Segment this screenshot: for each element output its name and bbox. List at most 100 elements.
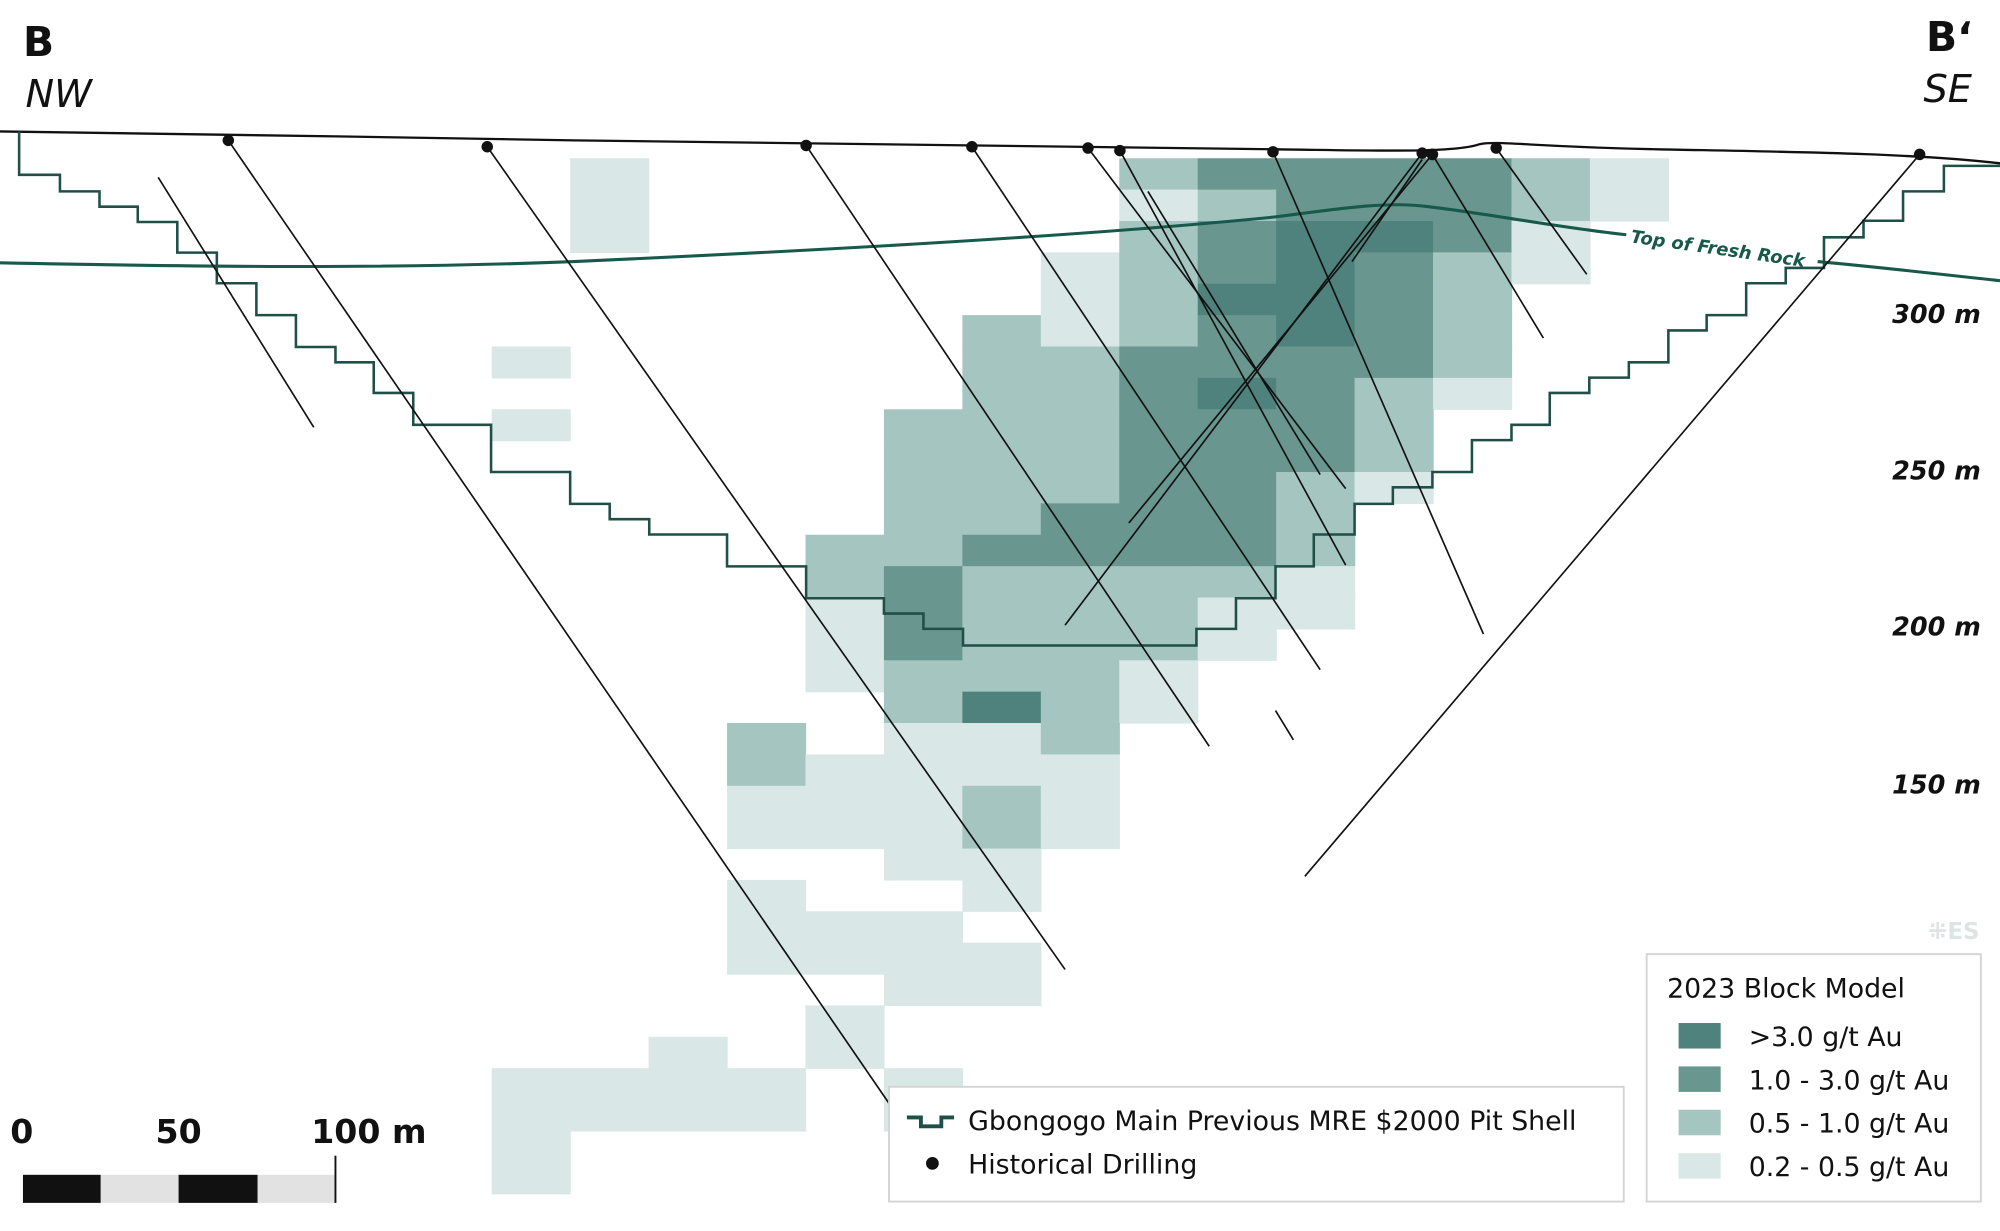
grade-block (1119, 315, 1199, 348)
grade-block (570, 158, 650, 191)
grade-block (962, 723, 1042, 756)
grade-block (727, 1099, 807, 1132)
grade-block (648, 1099, 728, 1132)
grade-block (1276, 189, 1356, 222)
grade-block (962, 534, 1042, 567)
legend-label: 0.2 - 0.5 g/t Au (1749, 1152, 1950, 1183)
grade-block (1197, 534, 1277, 567)
grade-block (962, 472, 1042, 505)
grade-block (1197, 503, 1277, 536)
fresh-rock-label: Top of Fresh Rock (1629, 227, 1807, 272)
grade-block (1276, 315, 1356, 348)
grade-block (1119, 377, 1199, 410)
grade-block (962, 377, 1042, 410)
scale-tick-100: 100 m (311, 1112, 426, 1151)
grade-block (1197, 220, 1277, 253)
grade-block (1276, 472, 1356, 505)
grade-block (883, 409, 964, 442)
watermark: ⁜ES (1928, 919, 1979, 945)
grade-block (883, 848, 964, 881)
grade-block (1276, 503, 1356, 536)
grade-block (805, 911, 885, 944)
grade-block (1354, 346, 1434, 379)
grade-block (1040, 691, 1120, 724)
grade-block (648, 1068, 728, 1101)
grade-block (805, 942, 885, 975)
elevation-label-150: 150 m (1892, 770, 1981, 800)
block-model-legend: 2023 Block Model >3.0 g/t Au 1.0 - 3.0 g/… (1645, 953, 1982, 1203)
grade-block (805, 660, 885, 693)
grade-block (883, 534, 964, 567)
grade-block (1276, 283, 1356, 316)
drill-collar-legend-icon (926, 1156, 939, 1170)
grade-block (883, 472, 964, 505)
grade-block (1197, 472, 1277, 505)
drill-trace (1147, 190, 1321, 475)
grade-block (727, 785, 807, 818)
grade-block (1040, 315, 1120, 348)
grade-block (1276, 346, 1356, 379)
grade-block (962, 848, 1042, 881)
grade-block (962, 346, 1042, 379)
legend-swatch (1678, 1066, 1721, 1092)
grade-block (1119, 597, 1199, 630)
grade-block (1433, 377, 1513, 410)
fresh-rock-line (0, 203, 2000, 283)
grade-block (1040, 817, 1120, 850)
grade-block (962, 691, 1042, 724)
grade-block (1589, 158, 1670, 191)
scale-tick-50: 50 (156, 1112, 202, 1151)
grade-block (1276, 409, 1356, 442)
grade-block (883, 754, 964, 787)
grade-block (962, 660, 1042, 693)
grade-block (1433, 315, 1513, 348)
grade-block (1276, 377, 1356, 410)
drill-trace (1087, 147, 1347, 490)
section-left-label: B (23, 18, 54, 66)
drill-trace (1304, 153, 1921, 877)
drill-collar (1416, 147, 1428, 159)
drill-collar (481, 141, 493, 153)
grade-block (962, 942, 1042, 975)
grade-block (491, 1068, 571, 1101)
grade-block (1354, 283, 1434, 316)
grade-block (883, 911, 964, 944)
grade-block (1119, 691, 1199, 724)
grade-block (1119, 660, 1199, 693)
grade-block (962, 754, 1042, 787)
grade-block (1197, 628, 1277, 661)
scale-tick-0: 0 (10, 1112, 33, 1151)
drill-trace (1064, 152, 1423, 626)
grade-block (727, 754, 807, 787)
drill-trace (1128, 153, 1434, 524)
grade-block (1040, 723, 1120, 756)
grade-block (727, 942, 807, 975)
grade-block (1197, 440, 1277, 473)
grade-block (1354, 409, 1434, 442)
topography-line (0, 130, 2000, 165)
grade-block (1354, 377, 1434, 410)
grade-block (1276, 534, 1356, 567)
drill-collar (1490, 142, 1502, 154)
grade-block (1433, 220, 1513, 253)
drill-trace (1274, 710, 1295, 741)
grade-block (1119, 566, 1199, 599)
grade-block (1354, 315, 1434, 348)
grade-block (1119, 472, 1199, 505)
grade-block (1589, 189, 1670, 222)
elevation-label-300: 300 m (1892, 300, 1981, 330)
grade-block (1040, 252, 1120, 285)
grade-block (883, 566, 964, 599)
grade-block (805, 785, 885, 818)
grade-block (1040, 346, 1120, 379)
drill-collar (1114, 144, 1126, 157)
grade-block (1197, 315, 1277, 348)
grade-block (1119, 158, 1199, 191)
drill-collar (800, 139, 812, 152)
grade-block (570, 189, 650, 222)
grade-block (1354, 252, 1434, 285)
elevation-label-250: 250 m (1892, 457, 1981, 487)
legend-swatch (1678, 1023, 1721, 1049)
grade-block (1040, 472, 1120, 505)
grade-block (1197, 252, 1277, 285)
